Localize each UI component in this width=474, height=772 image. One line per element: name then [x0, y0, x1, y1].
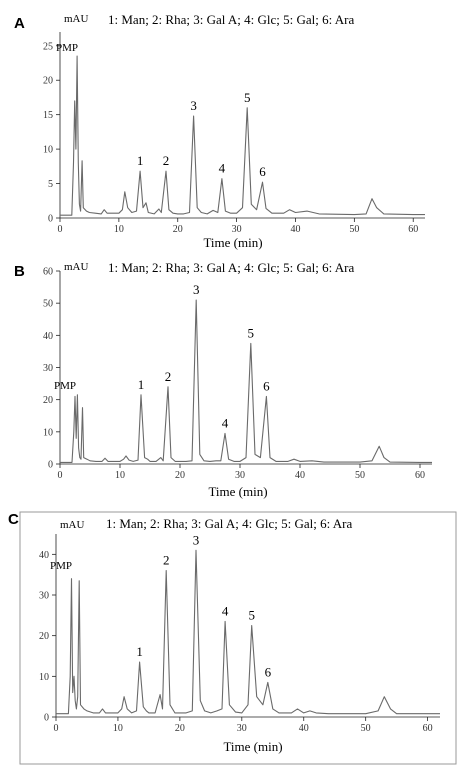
x-tick-label: 60	[423, 723, 433, 734]
panel-b: B mAU 1: Man; 2: Rha; 3: Gal A; 4: Glc; …	[14, 260, 432, 499]
x-tick-label: 40	[299, 723, 309, 734]
pmp-peak-label: PMP	[54, 380, 76, 392]
y-tick-label: 20	[43, 395, 53, 406]
x-tick-label: 20	[173, 224, 183, 235]
panel-a: A mAU 1: Man; 2: Rha; 3: Gal A; 4: Glc; …	[14, 12, 425, 250]
peak-label: 1	[138, 377, 145, 392]
y-tick-label: 30	[43, 363, 53, 374]
x-tick-label: 30	[232, 224, 242, 235]
panel-c-unit-label: mAU	[60, 519, 85, 531]
chromatogram-trace	[56, 549, 440, 715]
x-tick-label: 60	[415, 470, 425, 481]
peak-label: 1	[136, 644, 143, 659]
panel-c-frame	[19, 511, 457, 765]
panel-a-letter: A	[14, 15, 25, 32]
peak-label: 5	[248, 608, 255, 623]
peak-label: 5	[248, 325, 255, 340]
panel-a-x-axis-label: Time (min)	[203, 235, 262, 250]
panel-b-legend: 1: Man; 2: Rha; 3: Gal A; 4: Glc; 5: Gal…	[108, 260, 354, 275]
peak-label: 6	[263, 378, 270, 393]
y-tick-label: 10	[43, 427, 53, 438]
x-tick-label: 0	[58, 470, 63, 481]
peak-label: 3	[190, 98, 197, 113]
panel-a-legend: 1: Man; 2: Rha; 3: Gal A; 4: Glc; 5: Gal…	[108, 12, 354, 27]
y-tick-label: 5	[48, 179, 53, 190]
peak-label: 6	[265, 664, 272, 679]
x-tick-label: 50	[349, 224, 359, 235]
x-tick-label: 60	[408, 224, 418, 235]
x-tick-label: 0	[54, 723, 59, 734]
panel-b-x-axis-label: Time (min)	[208, 484, 267, 499]
x-tick-label: 20	[175, 723, 185, 734]
chromatogram-trace	[60, 55, 425, 216]
peak-label: 4	[222, 603, 229, 618]
x-tick-label: 40	[290, 224, 300, 235]
y-tick-label: 10	[43, 145, 53, 156]
y-tick-label: 0	[48, 460, 53, 471]
panel-c-letter: C	[8, 511, 19, 528]
y-tick-label: 20	[43, 76, 53, 87]
y-tick-label: 25	[43, 41, 53, 52]
y-tick-label: 15	[43, 110, 53, 121]
peak-label: 1	[137, 153, 144, 168]
y-tick-label: 0	[44, 713, 49, 724]
peak-label: 4	[222, 415, 229, 430]
peak-label: 3	[193, 282, 200, 297]
x-tick-label: 40	[295, 470, 305, 481]
panel-a-plot: 0 10 20 30 40 50 60 0 5 10 15 20 25 1 2 3 4 5 6 PMP	[43, 32, 425, 235]
panel-c-plot: 0 10 20 30 40 50 60 0 10 20 30 40 1 2 3 4 5 6 PMP	[39, 532, 440, 734]
y-tick-label: 10	[39, 672, 49, 683]
y-tick-label: 50	[43, 299, 53, 310]
panel-c-legend: 1: Man; 2: Rha; 3: Gal A; 4: Glc; 5: Gal…	[106, 516, 352, 531]
y-tick-label: 0	[48, 214, 53, 225]
pmp-peak-label: PMP	[56, 42, 78, 54]
x-tick-label: 50	[361, 723, 371, 734]
peak-label: 4	[219, 161, 226, 176]
x-tick-label: 20	[175, 470, 185, 481]
chromatogram-trace	[60, 299, 432, 463]
x-tick-label: 50	[355, 470, 365, 481]
panel-a-unit-label: mAU	[64, 13, 89, 25]
y-tick-label: 40	[43, 331, 53, 342]
panel-c-x-axis-label: Time (min)	[223, 739, 282, 754]
x-tick-label: 10	[113, 723, 123, 734]
x-tick-label: 10	[115, 470, 125, 481]
y-tick-label: 20	[39, 631, 49, 642]
x-tick-label: 10	[114, 224, 124, 235]
pmp-peak-label: PMP	[50, 560, 72, 572]
peak-label: 5	[244, 90, 251, 105]
y-tick-label: 30	[39, 591, 49, 602]
x-tick-label: 30	[237, 723, 247, 734]
panel-b-plot: 0 10 20 30 40 50 60 0 10 20 30 40 50 60 1 2 3 4 5 6 PMP	[43, 267, 432, 481]
x-tick-label: 0	[58, 224, 63, 235]
peak-label: 2	[165, 369, 172, 384]
y-tick-label: 60	[43, 267, 53, 278]
panel-b-unit-label: mAU	[64, 261, 89, 273]
panel-c: C mAU 1: Man; 2: Rha; 3: Gal A; 4: Glc; …	[8, 511, 457, 765]
peak-label: 2	[163, 153, 170, 168]
peak-label: 3	[193, 532, 200, 547]
panel-b-letter: B	[14, 263, 25, 280]
x-tick-label: 30	[235, 470, 245, 481]
peak-label: 6	[259, 164, 266, 179]
peak-label: 2	[163, 553, 170, 568]
y-tick-label: 40	[39, 550, 49, 561]
